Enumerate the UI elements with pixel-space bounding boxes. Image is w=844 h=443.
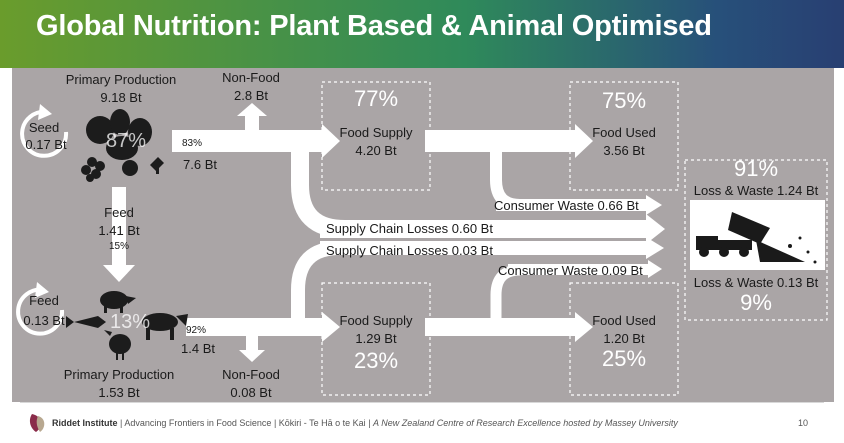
animal-supply-box	[321, 282, 431, 396]
plant-supply-value: 4.20 Bt	[355, 143, 397, 158]
consumer-waste-animal: Consumer Waste 0.09 Bt	[498, 263, 643, 278]
footer-tagline: Advancing Frontiers in Food Science	[124, 418, 272, 428]
loss-waste-box	[684, 159, 828, 321]
arrowhead-plant-used	[575, 124, 593, 158]
arrowhead-animal-supply	[322, 312, 340, 342]
feed-pct: 15%	[108, 241, 129, 252]
loss-animal-label: Loss & Waste 0.13 Bt	[693, 275, 819, 290]
dump-truck-icon	[696, 212, 817, 264]
animal-feed-label: Feed	[29, 293, 59, 308]
animal-primary-value: 1.53 Bt	[98, 385, 140, 400]
arrow-supply-chain-animal	[320, 241, 646, 255]
footer: Riddet Institute | Advancing Frontiers i…	[0, 402, 844, 443]
animal-used-box	[569, 282, 679, 396]
loss-plant-label: Loss & Waste 1.24 Bt	[693, 183, 819, 198]
plant-used-label: Food Used	[592, 125, 656, 140]
arrow-plant-supply-to-used	[425, 130, 575, 152]
page-title: Global Nutrition: Plant Based & Animal O…	[36, 10, 712, 42]
curve-plant-consumer	[490, 152, 521, 211]
animal-used-value: 1.20 Bt	[603, 331, 645, 346]
animal-to-food-value: 1.4 Bt	[181, 341, 215, 356]
arrow-animal-nonfood	[246, 336, 258, 350]
arrow-animal-to-supply	[186, 318, 322, 336]
plant-to-food-value: 7.6 Bt	[183, 157, 217, 172]
consumer-waste-plant: Consumer Waste 0.66 Bt	[494, 198, 639, 213]
curve-animal-supply-chain	[291, 241, 341, 318]
livestock-icon	[66, 291, 188, 360]
feed-label: Feed	[104, 205, 134, 220]
recycle-arrow-icon-seed	[20, 109, 69, 158]
plant-seed-value: 0.17 Bt	[25, 137, 67, 152]
animal-nonfood-value: 0.08 Bt	[230, 385, 272, 400]
footer-org: Riddet Institute	[52, 418, 118, 428]
arrow-plant-to-supply	[172, 130, 322, 152]
animal-primary-label: Primary Production	[63, 367, 175, 382]
animal-feed-value: 0.13 Bt	[23, 313, 65, 328]
arrow-plant-nonfood	[245, 116, 259, 132]
plant-nonfood-value: 2.8 Bt	[234, 88, 268, 103]
supply-chain-plant: Supply Chain Losses 0.60 Bt	[326, 221, 493, 236]
footer-maori: Kōkiri - Te Hā o te Kai	[278, 418, 366, 428]
curve-plant-supply-chain	[291, 152, 346, 238]
animal-share: 13%	[109, 311, 151, 333]
loss-animal-pct: 9%	[740, 290, 772, 315]
plant-primary-value: 9.18 Bt	[100, 90, 142, 105]
arrowhead-animal-used	[575, 312, 593, 342]
plant-supply-label: Food Supply	[339, 125, 413, 140]
plant-seed-label: Seed	[28, 120, 60, 135]
arrow-consumer-waste-plant	[496, 199, 646, 211]
animal-used-label: Food Used	[592, 313, 656, 328]
plant-to-food-pct: 83%	[181, 138, 202, 149]
plant-supply-pct: 77%	[353, 86, 399, 111]
animal-nonfood-label: Non-Food	[222, 367, 280, 382]
arrow-animal-supply-to-used	[425, 318, 575, 336]
plant-share: 87%	[105, 130, 147, 152]
plant-nonfood-label: Non-Food	[222, 70, 280, 85]
arrow-supply-chain-plant	[320, 220, 646, 238]
plant-used-pct: 75%	[601, 88, 647, 113]
recycle-arrow-icon-feed	[16, 287, 65, 336]
animal-supply-pct: 23%	[353, 348, 399, 373]
animal-supply-value: 1.29 Bt	[355, 331, 397, 346]
plant-used-value: 3.56 Bt	[603, 143, 645, 158]
arrow-feed-down	[112, 187, 126, 265]
plant-supply-box	[321, 81, 431, 191]
arrowhead-plant-supply	[322, 124, 340, 158]
supply-chain-animal: Supply Chain Losses 0.03 Bt	[326, 243, 493, 258]
animal-to-food-pct: 92%	[185, 325, 206, 336]
page-number: 10	[797, 418, 808, 428]
plant-used-box	[569, 81, 679, 191]
animal-supply-label: Food Supply	[339, 313, 413, 328]
arrow-consumer-waste-animal	[508, 264, 648, 275]
curve-animal-consumer	[490, 264, 521, 318]
feed-value: 1.41 Bt	[98, 223, 140, 238]
header-banner: Global Nutrition: Plant Based & Animal O…	[0, 0, 844, 68]
animal-used-pct: 25%	[601, 346, 647, 371]
footer-desc: A New Zealand Centre of Research Excelle…	[373, 418, 678, 428]
riddet-logo-icon	[29, 414, 45, 432]
loss-plant-pct: 91%	[733, 156, 779, 181]
plant-produce-icon	[81, 109, 164, 182]
plant-primary-label: Primary Production	[65, 72, 177, 87]
